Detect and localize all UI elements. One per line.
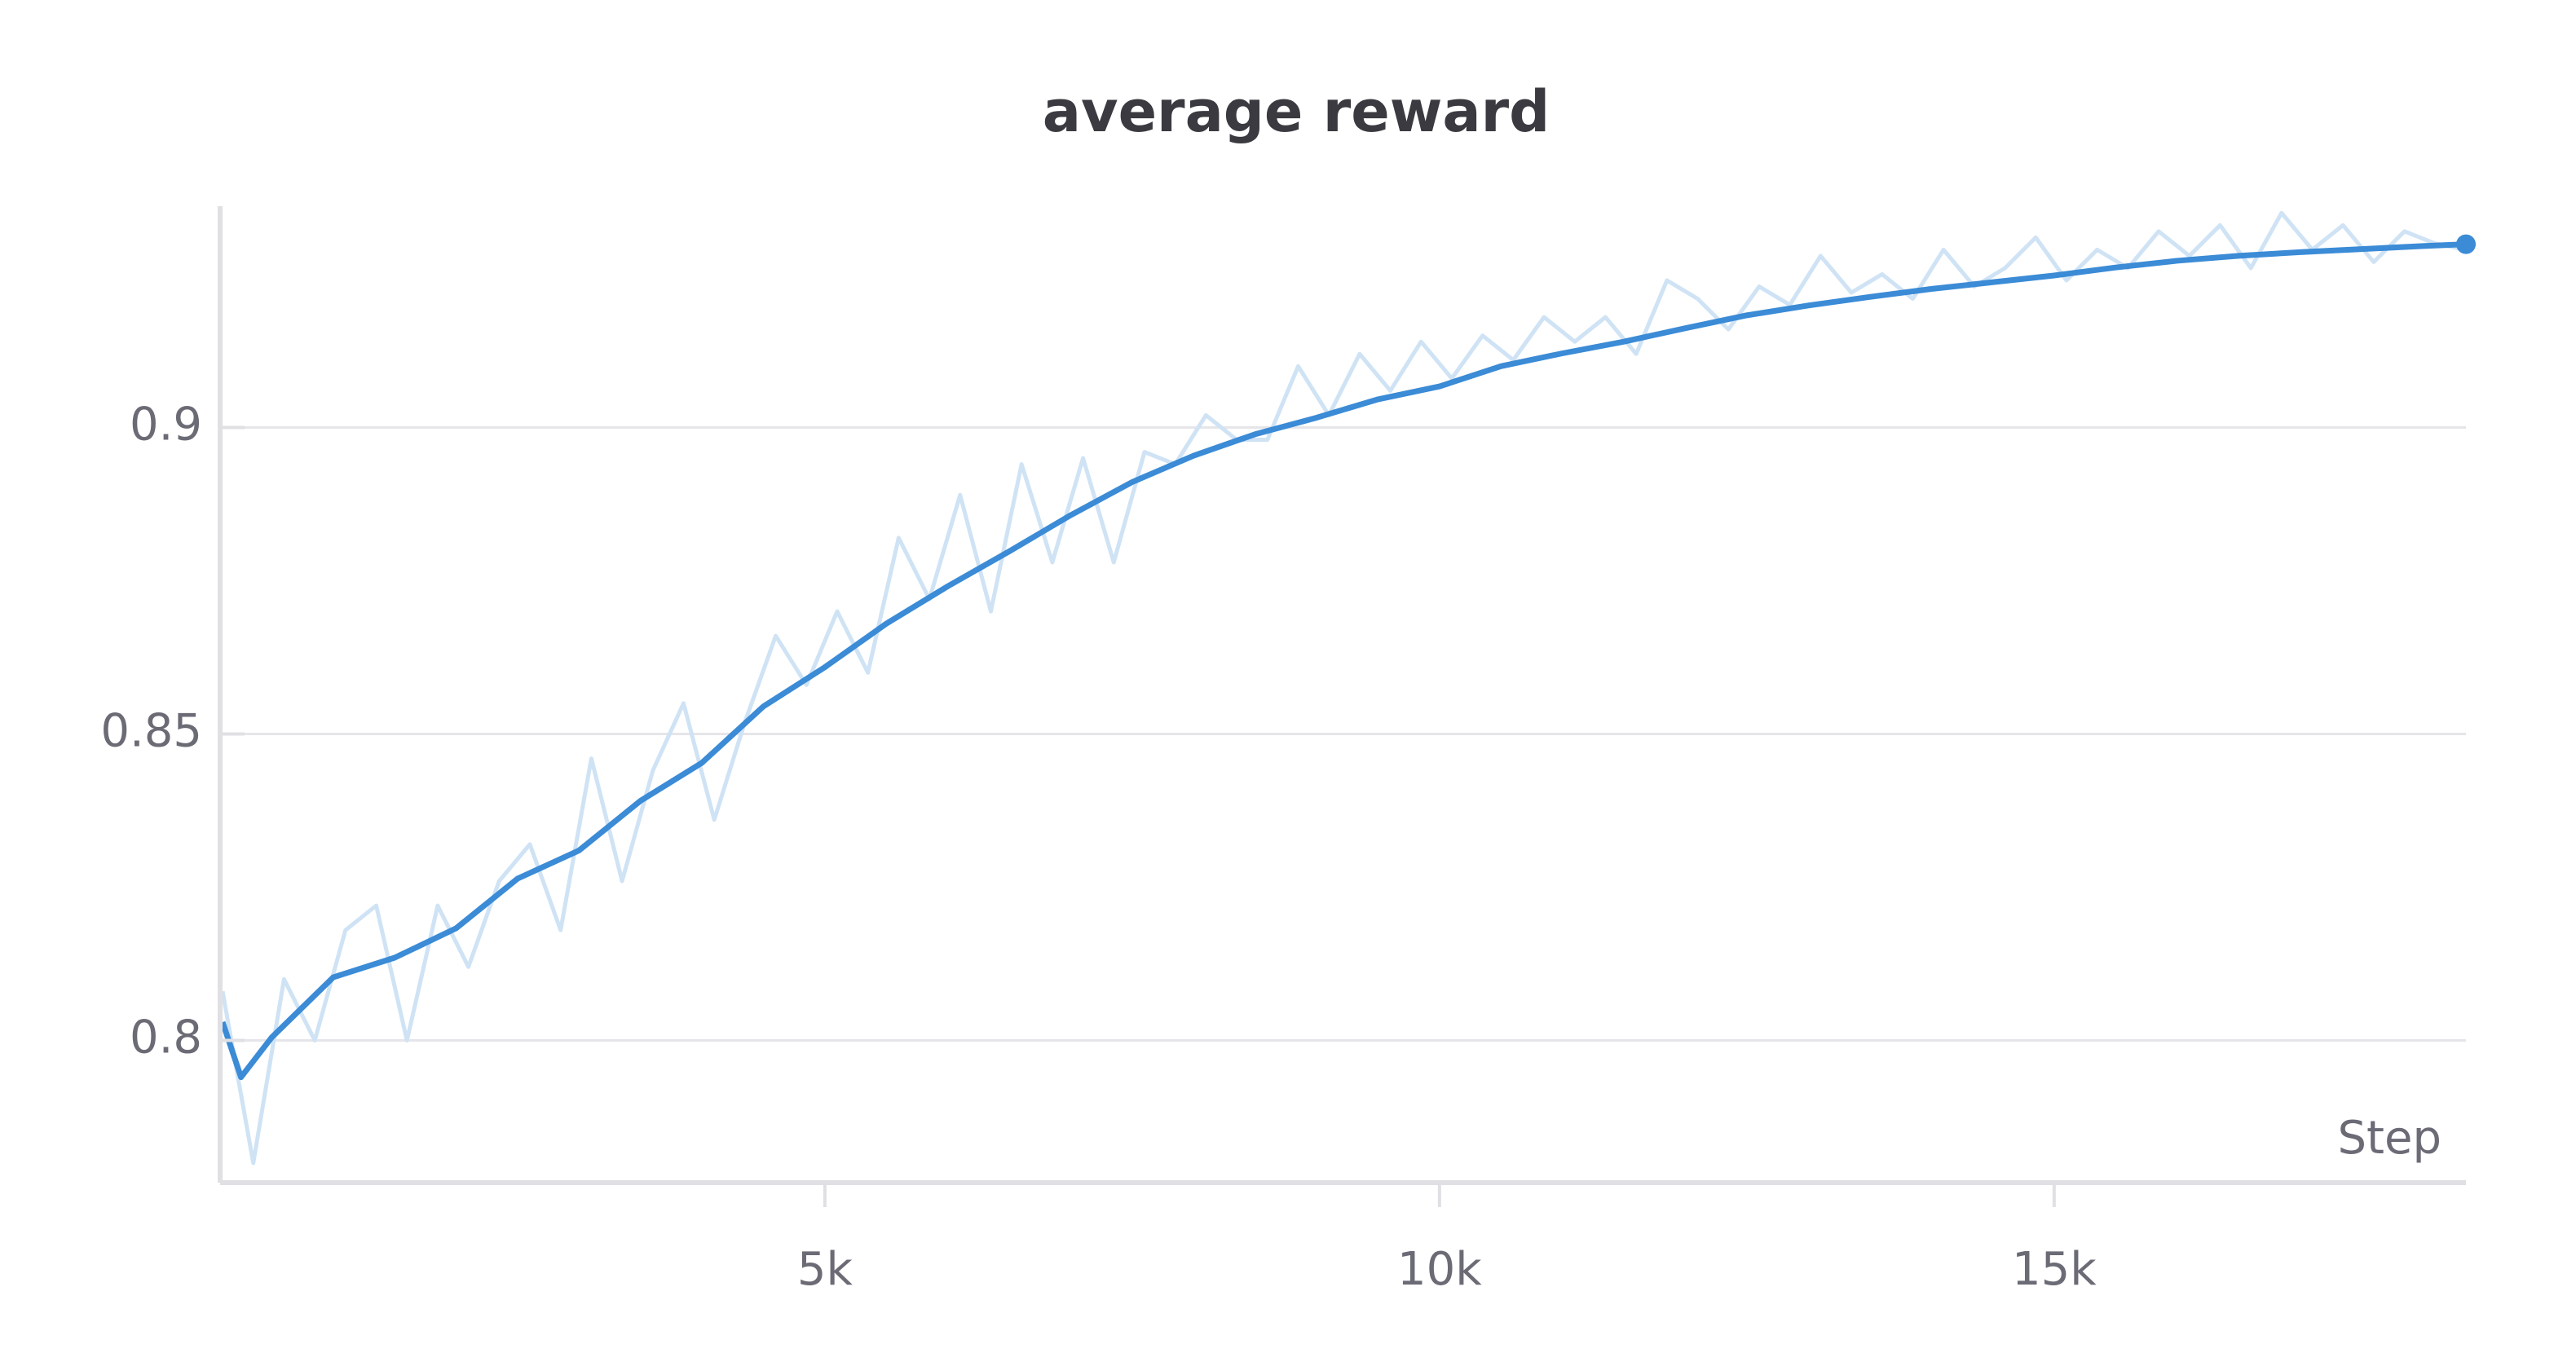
- axes: 0.8 0.85 0.9 5k 10k 15k: [100, 206, 2466, 1296]
- y-tick-label: 0.85: [100, 705, 202, 758]
- x-tick-label: 5k: [797, 1243, 854, 1296]
- grid: [220, 425, 2466, 1042]
- y-tick-label: 0.8: [130, 1011, 202, 1064]
- chart-title: average reward: [1043, 78, 1550, 145]
- y-tick-label: 0.9: [130, 399, 202, 452]
- x-axis-title: Step: [2337, 1112, 2441, 1165]
- raw-line: [220, 210, 2467, 1166]
- x-tick-label: 10k: [1397, 1243, 1482, 1296]
- smoothed-line: [219, 241, 2467, 1081]
- end-point: [2456, 234, 2476, 254]
- x-tick-label: 15k: [2012, 1243, 2097, 1296]
- plot-area: [219, 210, 2476, 1166]
